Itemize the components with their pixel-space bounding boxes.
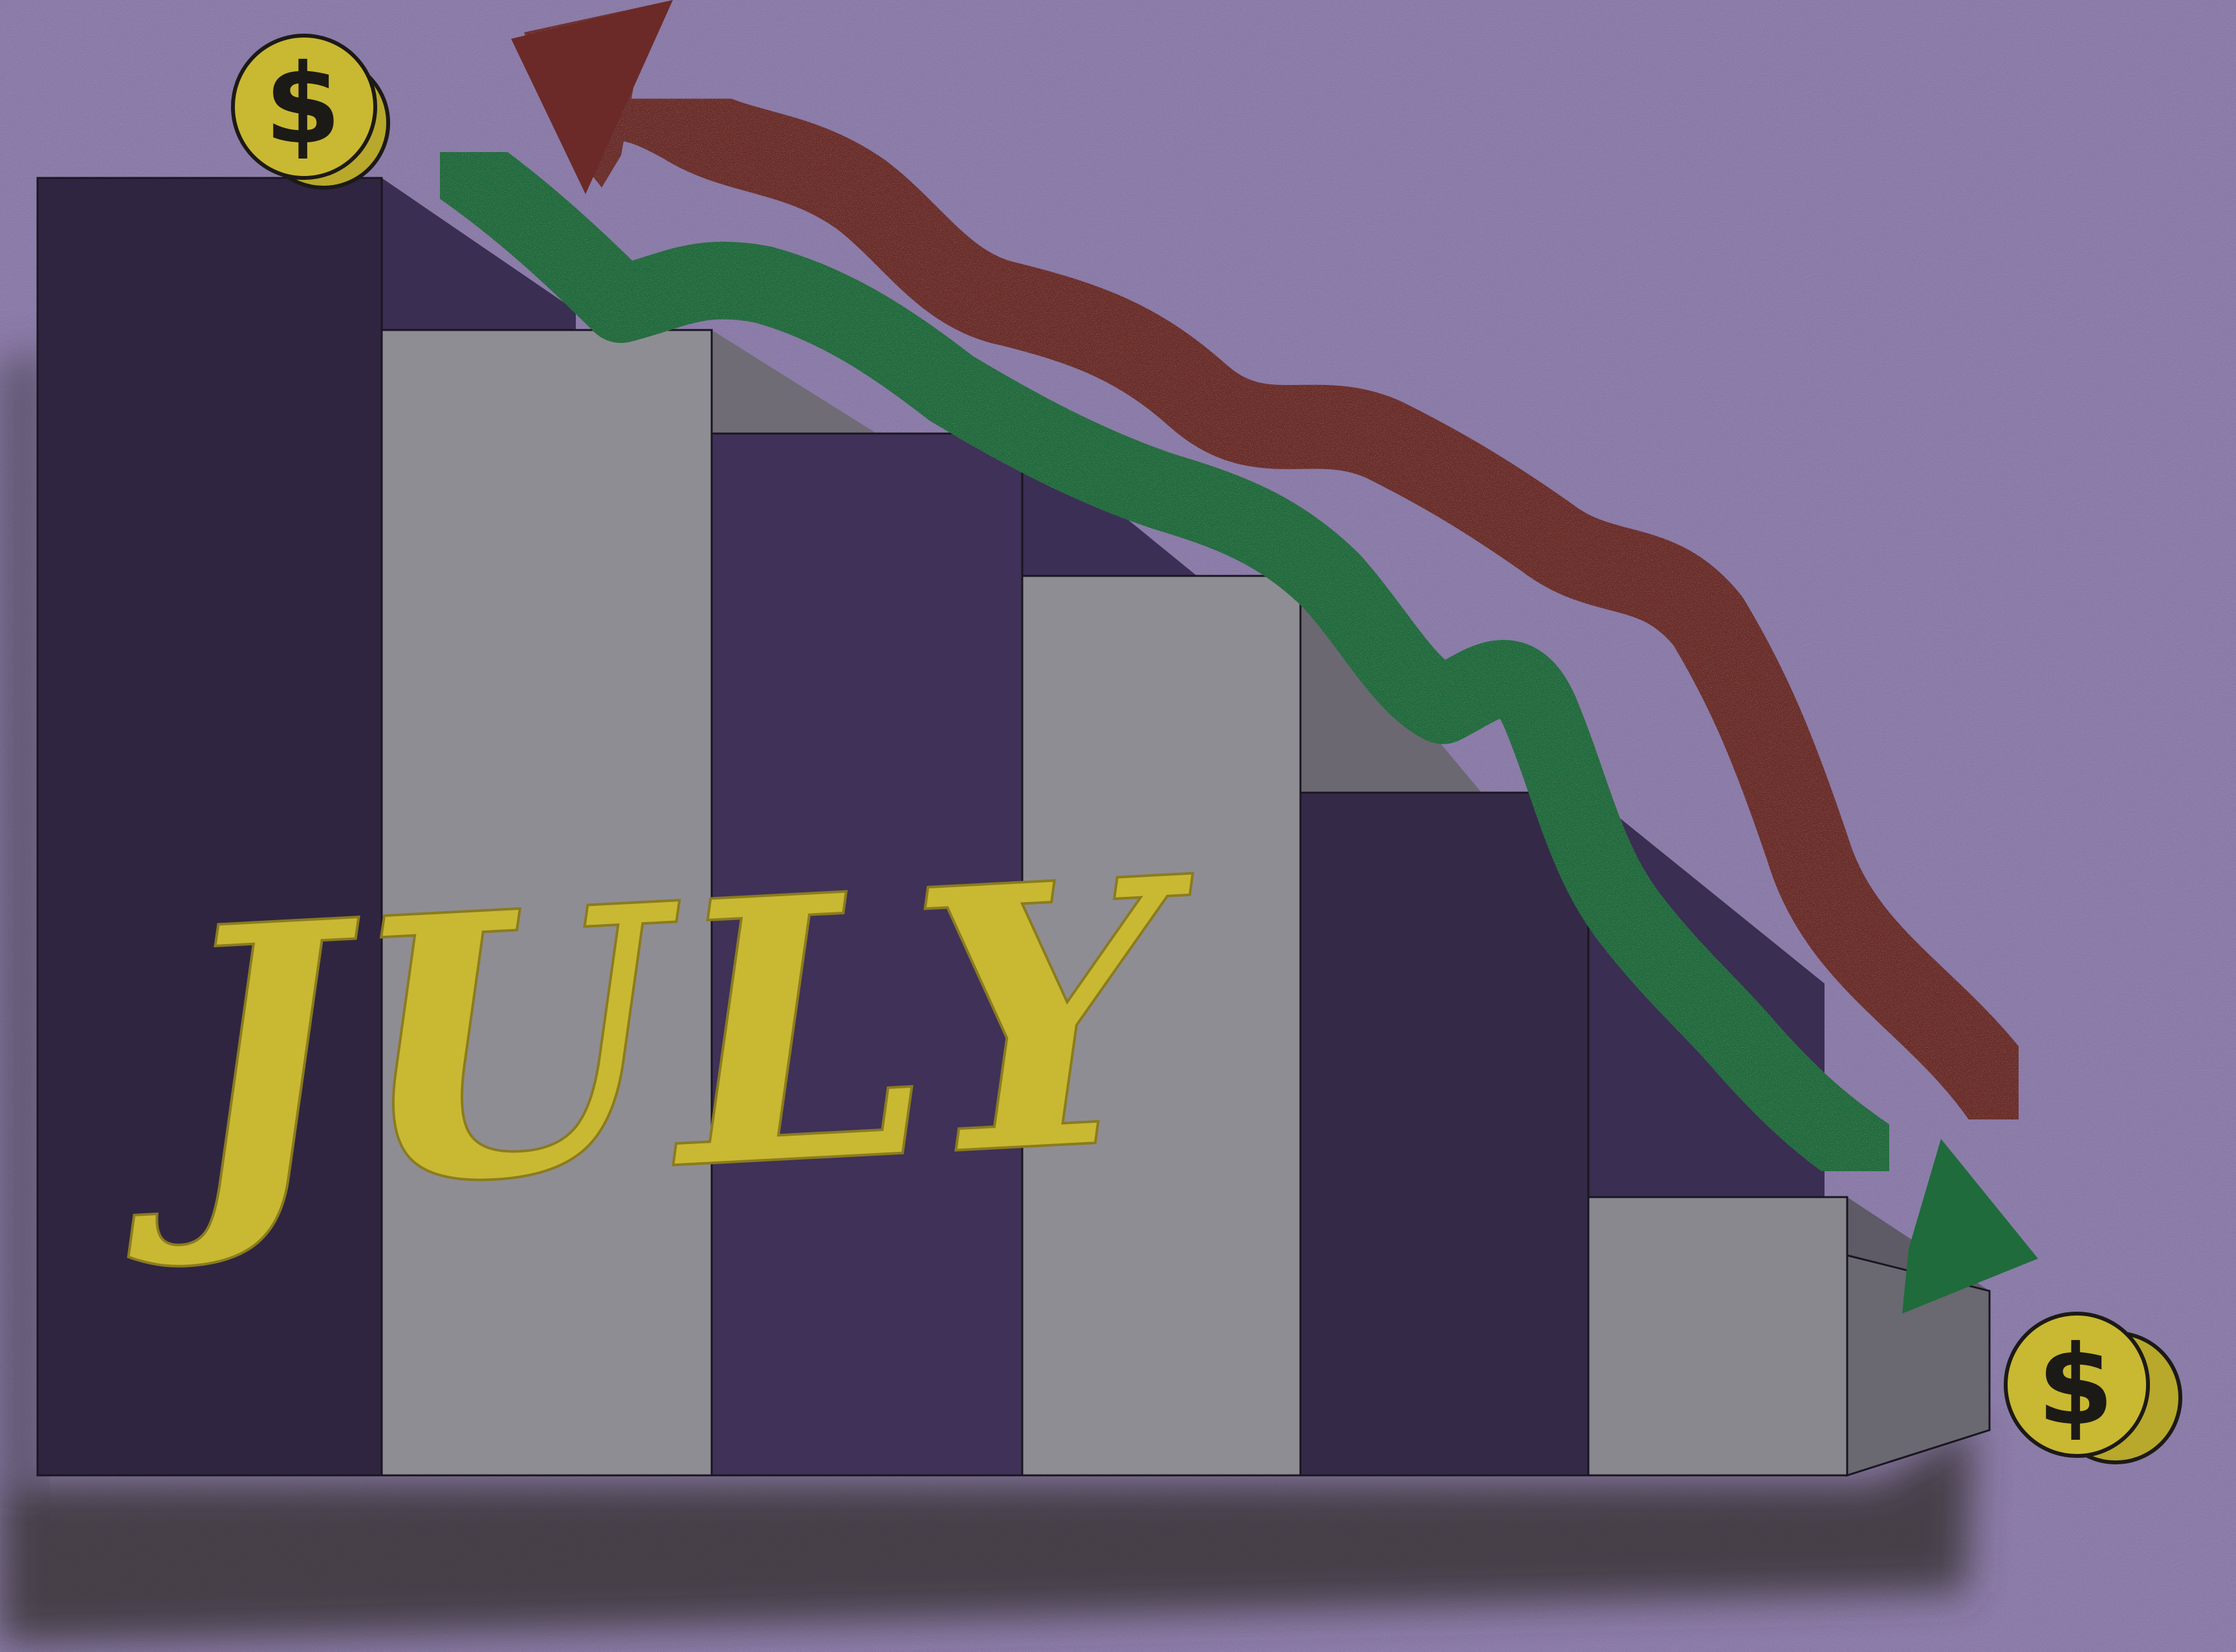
dollar-coin-icon: $	[231, 34, 390, 190]
bar-4	[1021, 575, 1302, 1477]
bar-1	[36, 177, 383, 1477]
bar-5	[1299, 791, 1590, 1477]
floor-shadow	[0, 1424, 1973, 1644]
down-trend-arrow-icon	[419, 119, 2038, 1314]
dollar-coin-icon: $	[2004, 1312, 2182, 1464]
bar-3	[710, 432, 1024, 1477]
month-title: JULY	[101, 797, 1214, 1281]
coin-symbol: $	[265, 41, 341, 169]
coin-symbol: $	[2037, 1322, 2114, 1450]
green-arrow-head	[1902, 1139, 2038, 1314]
up-turn-arrow-icon	[511, 0, 2055, 1141]
month-title-text: JULY	[102, 798, 1212, 1280]
bar-2	[380, 329, 713, 1477]
bar-6	[1587, 1196, 1848, 1477]
bar-shadow-left	[0, 349, 45, 1488]
